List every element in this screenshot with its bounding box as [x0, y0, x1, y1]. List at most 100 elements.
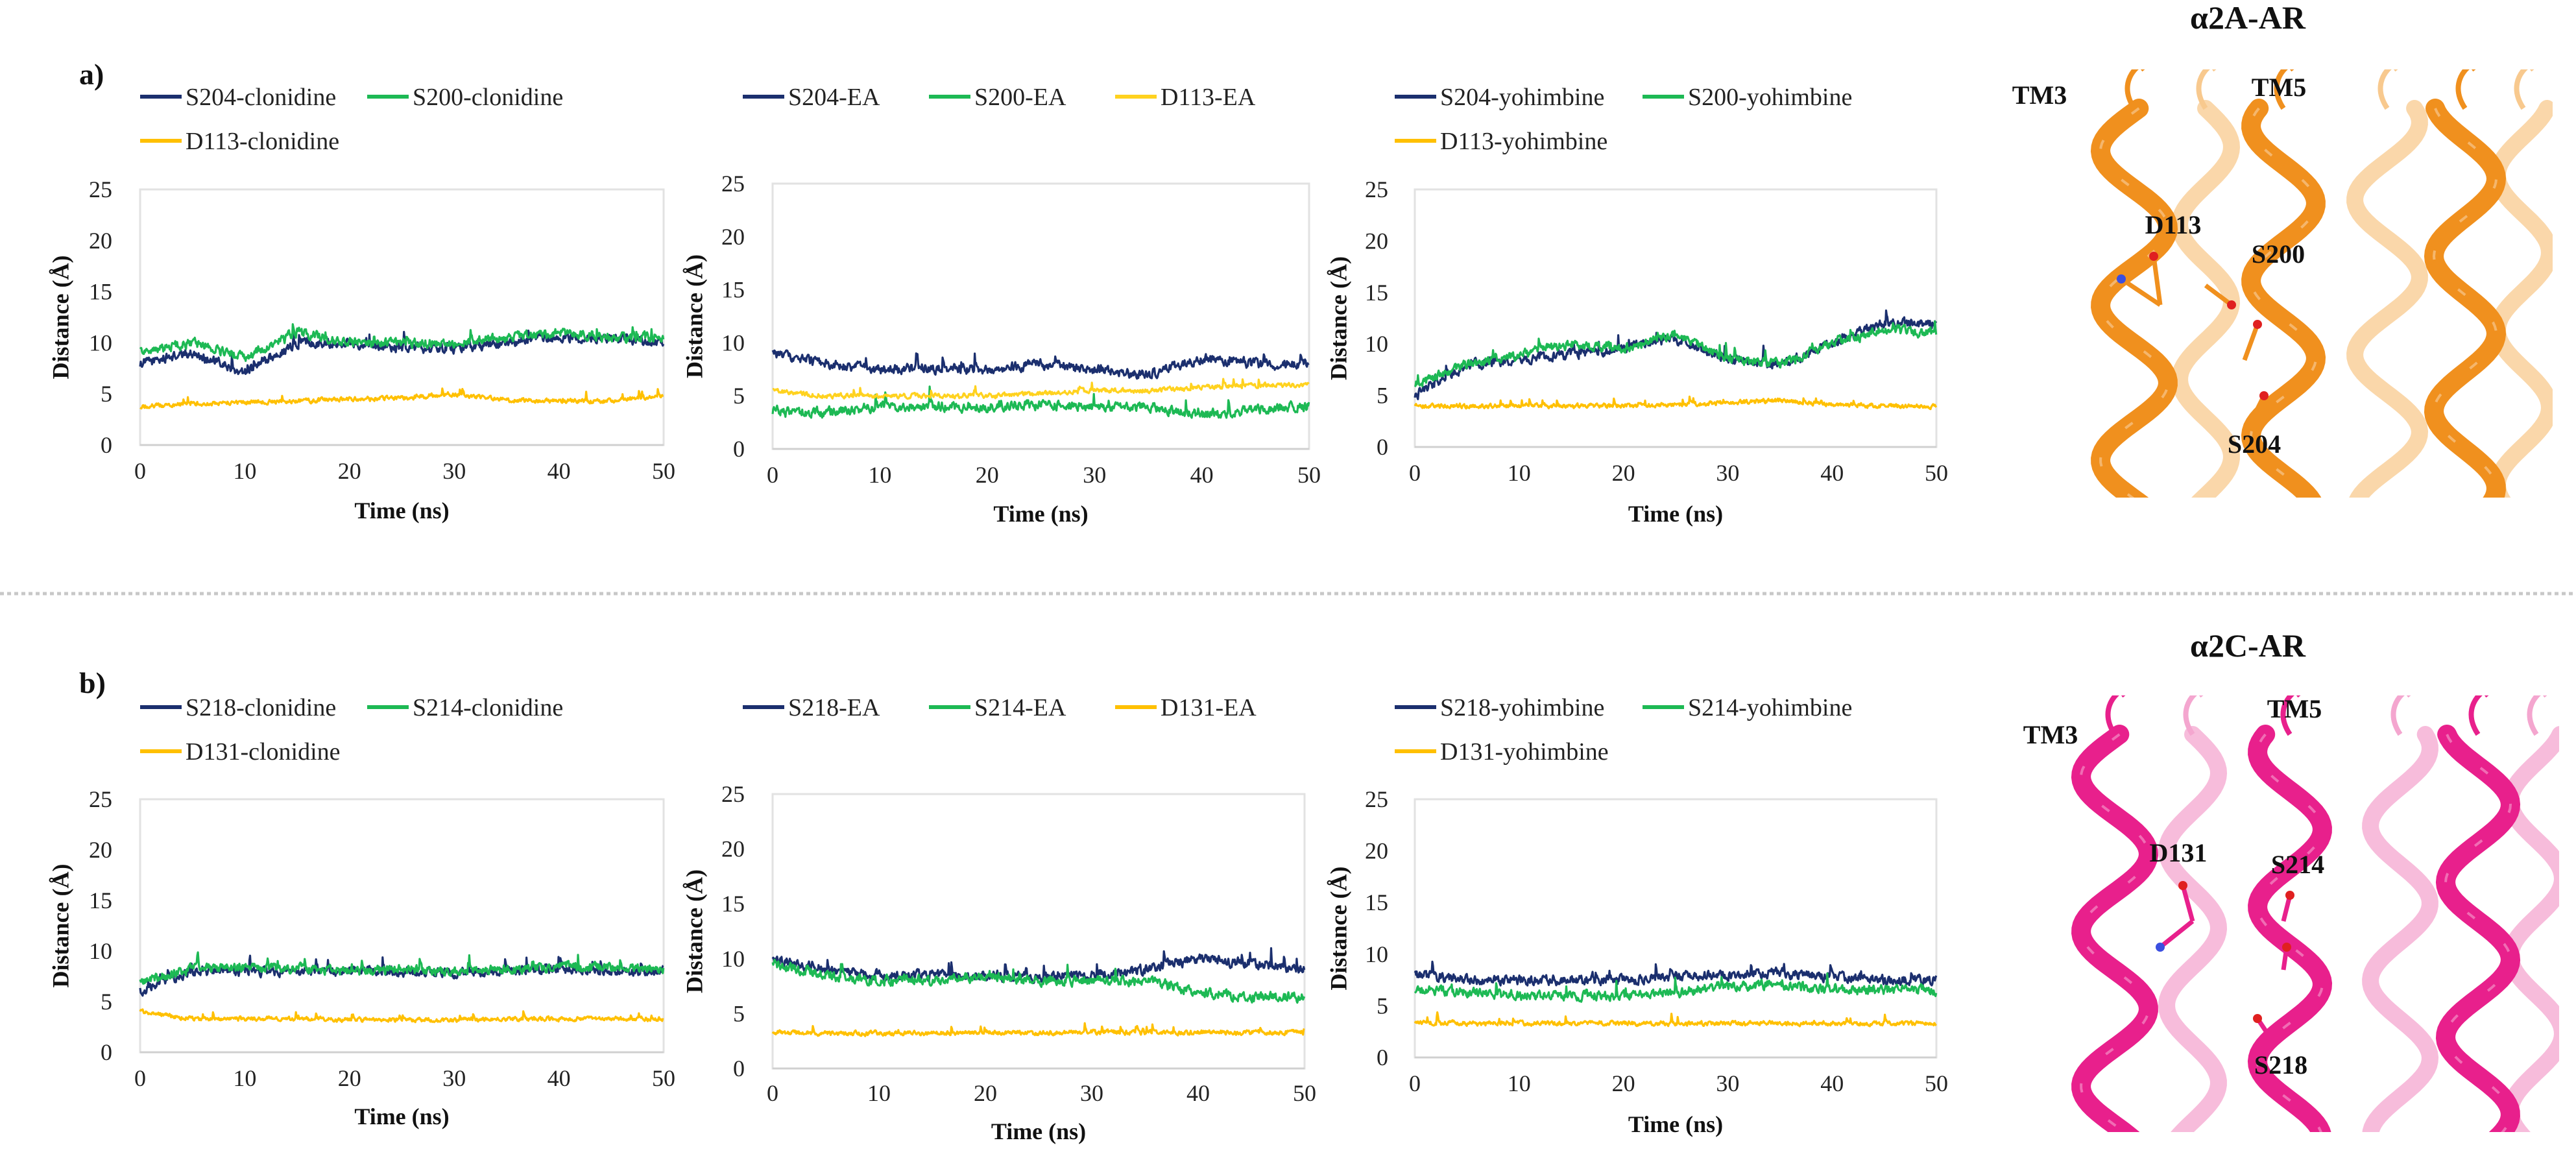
x-tick-label: 30 [442, 458, 466, 484]
helix-ribbon [2362, 726, 2439, 1132]
x-axis-title: Time (ns) [354, 498, 449, 524]
legend-label: S200-EA [974, 84, 1066, 111]
y-tick-label: 5 [1377, 383, 1388, 409]
protein-title: α2C-AR [2190, 627, 2306, 664]
y-tick-label: 5 [1377, 993, 1388, 1019]
x-tick-label: 40 [548, 458, 571, 484]
helix-ribbon [2071, 725, 2159, 1132]
y-axis-title: Distance (Å) [681, 869, 707, 993]
structure-label-res3: S204 [2228, 429, 2281, 459]
x-tick-label: 0 [1409, 460, 1421, 486]
atom [2178, 881, 2187, 890]
x-tick-label: 30 [442, 1065, 466, 1091]
legend-label: S218-EA [788, 694, 880, 721]
x-axis-title: Time (ns) [354, 1104, 449, 1129]
y-tick-label: 15 [1365, 280, 1388, 306]
residue-stick [2120, 277, 2161, 307]
legend-item: S218-clonidine [140, 694, 336, 721]
y-tick-label: 15 [721, 277, 745, 303]
legend-label: S214-EA [974, 694, 1066, 721]
x-tick-label: 30 [1716, 460, 1739, 486]
series-line-d113-clonidine [139, 387, 664, 410]
structure-label-res3: S218 [2254, 1050, 2307, 1080]
series-line-d113-yohimbine [1414, 395, 1938, 411]
panel-label-b: b) [79, 666, 106, 699]
series-line-s218-ea [771, 947, 1306, 984]
helix-ribbon [2090, 99, 2178, 498]
y-tick-label: 5 [733, 1000, 745, 1026]
chart-6: 0 5 10 15 20 25 0 10 20 30 40 50 Time (ns) Distance (… [1325, 694, 1948, 1137]
x-tick-label: 10 [868, 462, 891, 488]
chart-3: 0 5 10 15 20 25 0 10 20 30 40 50 Time (ns) Distance (… [1325, 84, 1948, 527]
series-line-s218-clonidine [139, 954, 664, 997]
x-tick-label: 0 [1409, 1070, 1421, 1096]
atom [2282, 943, 2291, 952]
series-line-s204-ea [771, 349, 1310, 380]
x-tick-label: 0 [767, 462, 778, 488]
legend-item: S214-yohimbine [1643, 694, 1852, 721]
x-tick-label: 20 [338, 1065, 361, 1091]
structure-label-res2: S200 [2252, 239, 2305, 269]
x-tick-label: 30 [1083, 462, 1106, 488]
y-tick-label: 25 [89, 176, 112, 202]
y-tick-label: 5 [101, 381, 112, 407]
x-tick-label: 10 [1508, 1070, 1531, 1096]
loop [2390, 695, 2411, 736]
chart-2: 0 5 10 15 20 25 0 10 20 30 40 50 Time (ns) Distance (… [681, 84, 1321, 527]
loop [2183, 695, 2204, 736]
legend-label: S204-clonidine [186, 84, 336, 111]
y-tick-label: 25 [721, 781, 745, 807]
y-tick-label: 10 [89, 938, 112, 964]
plot-area [771, 793, 1306, 1070]
y-tick-label: 15 [721, 891, 745, 917]
y-tick-label: 15 [1365, 889, 1388, 915]
series-line-s200-clonidine [139, 323, 665, 362]
helix-ribbon [2158, 726, 2228, 1132]
x-tick-label: 10 [867, 1080, 891, 1106]
structure-label-tm3: TM3 [2012, 80, 2067, 110]
structure-label-tm3: TM3 [2023, 720, 2078, 749]
legend-label: D113-yohimbine [1440, 128, 1607, 155]
x-tick-label: 10 [233, 458, 256, 484]
y-tick-label: 20 [1365, 228, 1388, 254]
x-tick-label: 10 [233, 1065, 256, 1091]
x-tick-label: 30 [1716, 1070, 1739, 1096]
helix-ribbon [2424, 99, 2507, 498]
plot-area [139, 798, 665, 1054]
series-line-s214-yohimbine [1414, 972, 1938, 1003]
atom [2253, 320, 2262, 329]
y-axis-title: Distance (Å) [47, 256, 73, 380]
chart-1: 0 5 10 15 20 25 0 10 20 30 40 50 Time (ns) Distance (… [47, 84, 675, 524]
legend-label: D113-EA [1161, 84, 1256, 111]
series-line-d113-ea [772, 378, 1310, 400]
series-line-s200-ea [771, 385, 1310, 419]
y-tick-label: 0 [101, 432, 112, 458]
legend-item: D113-clonidine [140, 128, 339, 155]
y-tick-label: 0 [1377, 434, 1388, 460]
x-axis-title: Time (ns) [991, 1118, 1086, 1144]
legend-label: S218-yohimbine [1440, 694, 1604, 721]
legend-item: S204-EA [743, 84, 880, 111]
x-tick-label: 20 [338, 458, 361, 484]
legend-item: S218-EA [743, 694, 880, 721]
series-line-s214-clonidine [139, 951, 665, 985]
helix-ribbon [2488, 100, 2553, 498]
legend-item: D113-EA [1115, 84, 1256, 111]
helix-ribbon [2435, 725, 2521, 1132]
panel-label-a: a) [79, 58, 104, 91]
x-tick-label: 50 [652, 1065, 675, 1091]
x-tick-label: 50 [1293, 1080, 1316, 1106]
loop [2527, 695, 2547, 736]
loop [2377, 69, 2398, 110]
legend-label: S214-clonidine [413, 694, 563, 721]
x-tick-label: 50 [1925, 460, 1948, 486]
series-line-s218-yohimbine [1414, 960, 1938, 987]
legend-label: S204-yohimbine [1440, 84, 1604, 111]
y-tick-label: 10 [89, 330, 112, 356]
helix-ribbon [2346, 100, 2429, 498]
loop [2125, 69, 2145, 110]
legend-label: D131-EA [1161, 694, 1257, 721]
structure-label-res2: S214 [2271, 850, 2324, 879]
legend-label: S200-yohimbine [1688, 84, 1852, 111]
